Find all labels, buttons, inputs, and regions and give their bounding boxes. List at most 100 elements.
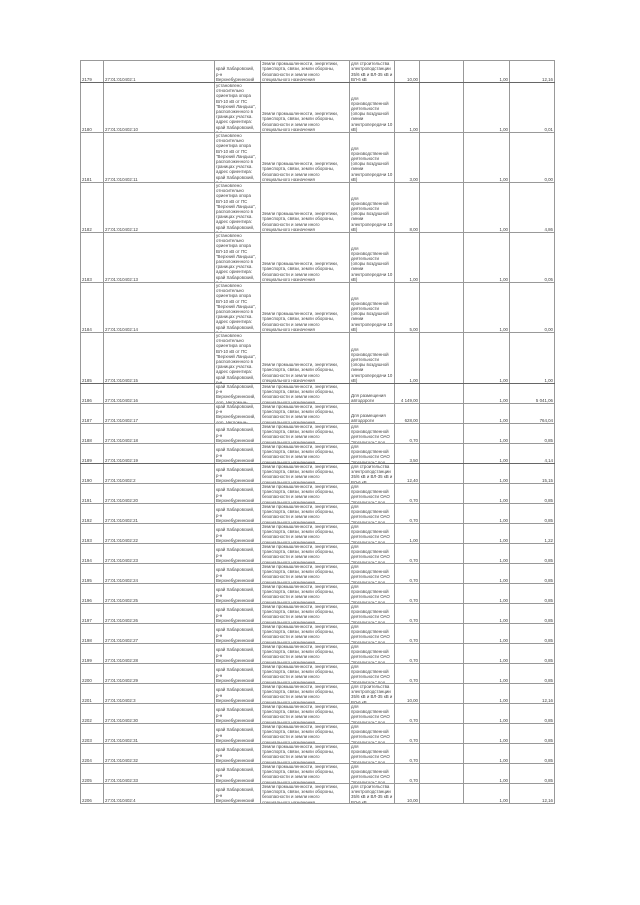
row-number: 2206 xyxy=(82,797,92,803)
area: 12,40 xyxy=(407,477,418,483)
coefficient: 1,00 xyxy=(499,677,508,683)
area-cell: 3,50 xyxy=(394,443,420,464)
land-category: Земли промышленности, энергетики, трансп… xyxy=(262,161,339,182)
land-category: Земли промышленности, энергетики, трансп… xyxy=(262,444,339,463)
row-number: 2189 xyxy=(82,457,92,463)
cadastral-number: 27:01:010402:19 xyxy=(105,457,138,463)
row-number: 2196 xyxy=(82,597,92,603)
table-row: 2184 27:01:010402:14 установлено относител… xyxy=(80,282,555,333)
land-category-cell: Земли промышленности, энергетики, трансп… xyxy=(260,132,350,183)
cadastral-number-cell: 27:01:010402:22 xyxy=(103,523,215,544)
cadastral-number-cell: 27:01:010402:4 xyxy=(103,783,215,804)
permitted-use-cell: для производственной деятельности ОАО "У… xyxy=(349,623,395,644)
address: установлено относительно ориентира опора… xyxy=(216,233,256,282)
row-number: 2183 xyxy=(82,276,92,282)
address: край Хабаровский, р-н Верхнебуреинский xyxy=(216,447,255,463)
land-category: Земли промышленности, энергетики, трансп… xyxy=(262,724,339,743)
row-number: 2181 xyxy=(82,176,92,182)
row-number: 2202 xyxy=(82,717,92,723)
area-cell: 10,00 xyxy=(394,60,420,83)
cadastral-value: 12,16 xyxy=(542,76,553,82)
permitted-use-cell: для производственной деятельности ОАО "У… xyxy=(349,643,395,664)
coefficient-cell: 1,00 xyxy=(463,282,510,333)
area: 0,70 xyxy=(409,717,418,723)
cadastral-value: 0,85 xyxy=(544,437,553,443)
cadastral-value-cell: 0,85 xyxy=(509,703,555,724)
cadastral-value-cell: 12,16 xyxy=(509,683,555,704)
row-number-cell: 2205 xyxy=(80,763,104,784)
row-number-cell: 2189 xyxy=(80,443,104,464)
address: установлено относительно ориентира опора… xyxy=(216,183,256,232)
row-number: 2199 xyxy=(82,657,92,663)
row-number: 2179 xyxy=(82,76,92,82)
row-number-cell: 2182 xyxy=(80,182,104,233)
table-row: 2199 27:01:010402:28 край Хабаровский, р-н… xyxy=(80,643,555,664)
row-number: 2180 xyxy=(82,126,92,132)
cadastral-number-cell: 27:01:010402:33 xyxy=(103,763,215,784)
address-cell: край Хабаровский, р-н Верхнебуреинский xyxy=(214,523,261,544)
land-category-cell: Земли промышленности, энергетики, трансп… xyxy=(260,463,350,484)
row-number: 2186 xyxy=(82,397,92,403)
address-cell: край Хабаровский, р-н Верхнебуреинский xyxy=(214,443,261,464)
land-category: Земли промышленности, энергетики, трансп… xyxy=(262,404,339,423)
address-cell: край Хабаровский, р-н Верхнебуреинский xyxy=(214,483,261,504)
permitted-use-cell: для производственной деятельности (опоры… xyxy=(349,132,395,183)
land-category-cell: Земли промышленности, энергетики, трансп… xyxy=(260,563,350,584)
area: 1,00 xyxy=(409,537,418,543)
area: 0,70 xyxy=(409,617,418,623)
permitted-use-cell: для производственной деятельности ОАО "У… xyxy=(349,663,395,684)
cadastral-value-cell: 0,85 xyxy=(509,643,555,664)
cadastral-number: 27:01:010402:2 xyxy=(105,477,136,483)
cadastral-value: 4,86 xyxy=(544,226,553,232)
empty-cell-cell xyxy=(419,723,464,744)
address: край Хабаровский, р-н Верхнебуреинский, … xyxy=(216,384,256,403)
cadastral-number-cell: 27:01:010402:19 xyxy=(103,443,215,464)
permitted-use: для производственной деятельности ОАО "У… xyxy=(351,744,390,763)
area-cell: 0,70 xyxy=(394,763,420,784)
cadastral-number-cell: 27:01:010402:24 xyxy=(103,563,215,584)
cadastral-value: 1,22 xyxy=(544,537,553,543)
address: установлено относительно ориентира опора… xyxy=(216,333,256,383)
cadastral-number: 27:01:010402:20 xyxy=(105,497,138,503)
empty-cell-cell xyxy=(419,132,464,183)
table-row: 2192 27:01:010402:21 край Хабаровский, р-н… xyxy=(80,503,555,524)
permitted-use-cell: для производственной деятельности ОАО "У… xyxy=(349,543,395,564)
permitted-use-cell: для производственной деятельности ОАО "У… xyxy=(349,523,395,544)
row-number-cell: 2192 xyxy=(80,503,104,524)
empty-cell-cell xyxy=(419,643,464,664)
land-category: Земли промышленности, энергетики, трансп… xyxy=(262,504,339,523)
coefficient: 1,00 xyxy=(499,577,508,583)
cadastral-value: 0,00 xyxy=(544,176,553,182)
cadastral-number-cell: 27:01:010402:23 xyxy=(103,543,215,564)
land-category: Земли промышленности, энергетики, трансп… xyxy=(262,764,339,783)
table-row: 2187 27:01:010402:17 край Хабаровский, р-н… xyxy=(80,403,555,424)
area-cell: 0,70 xyxy=(394,543,420,564)
coefficient: 1,00 xyxy=(499,697,508,703)
address: край Хабаровский, р-н Верхнебуреинский xyxy=(216,427,255,443)
coefficient-cell: 1,00 xyxy=(463,523,510,544)
empty-cell-cell xyxy=(419,182,464,233)
cadastral-number-cell: 27:01:010402:29 xyxy=(103,663,215,684)
land-category-cell: Земли промышленности, энергетики, трансп… xyxy=(260,703,350,724)
row-number-cell: 2186 xyxy=(80,383,104,404)
permitted-use: для строительства электроподстанции 35/6… xyxy=(351,61,393,82)
land-category: Земли промышленности, энергетики, трансп… xyxy=(262,61,339,82)
land-category-cell: Земли промышленности, энергетики, трансп… xyxy=(260,503,350,524)
coefficient: 1,00 xyxy=(499,126,508,132)
area: 628,00 xyxy=(404,417,418,423)
permitted-use: для производственной деятельности ОАО "У… xyxy=(351,704,390,723)
empty-cell-cell xyxy=(419,683,464,704)
land-category: Земли промышленности, энергетики, трансп… xyxy=(262,664,339,683)
permitted-use: для производственной деятельности ОАО "У… xyxy=(351,764,390,783)
land-category: Земли промышленности, энергетики, трансп… xyxy=(262,544,339,563)
cadastral-value: 0,85 xyxy=(544,637,553,643)
land-category-cell: Земли промышленности, энергетики, трансп… xyxy=(260,383,350,404)
coefficient-cell: 1,00 xyxy=(463,403,510,424)
land-category: Земли промышленности, энергетики, трансп… xyxy=(262,261,339,282)
permitted-use: для производственной деятельности ОАО "У… xyxy=(351,584,390,603)
cadastral-value: 0,85 xyxy=(544,557,553,563)
cadastral-value: 0,85 xyxy=(544,497,553,503)
row-number: 2194 xyxy=(82,557,92,563)
table-row: 2203 27:01:010402:31 край Хабаровский, р-н… xyxy=(80,723,555,744)
table-row: 2198 27:01:010402:27 край Хабаровский, р-н… xyxy=(80,623,555,644)
